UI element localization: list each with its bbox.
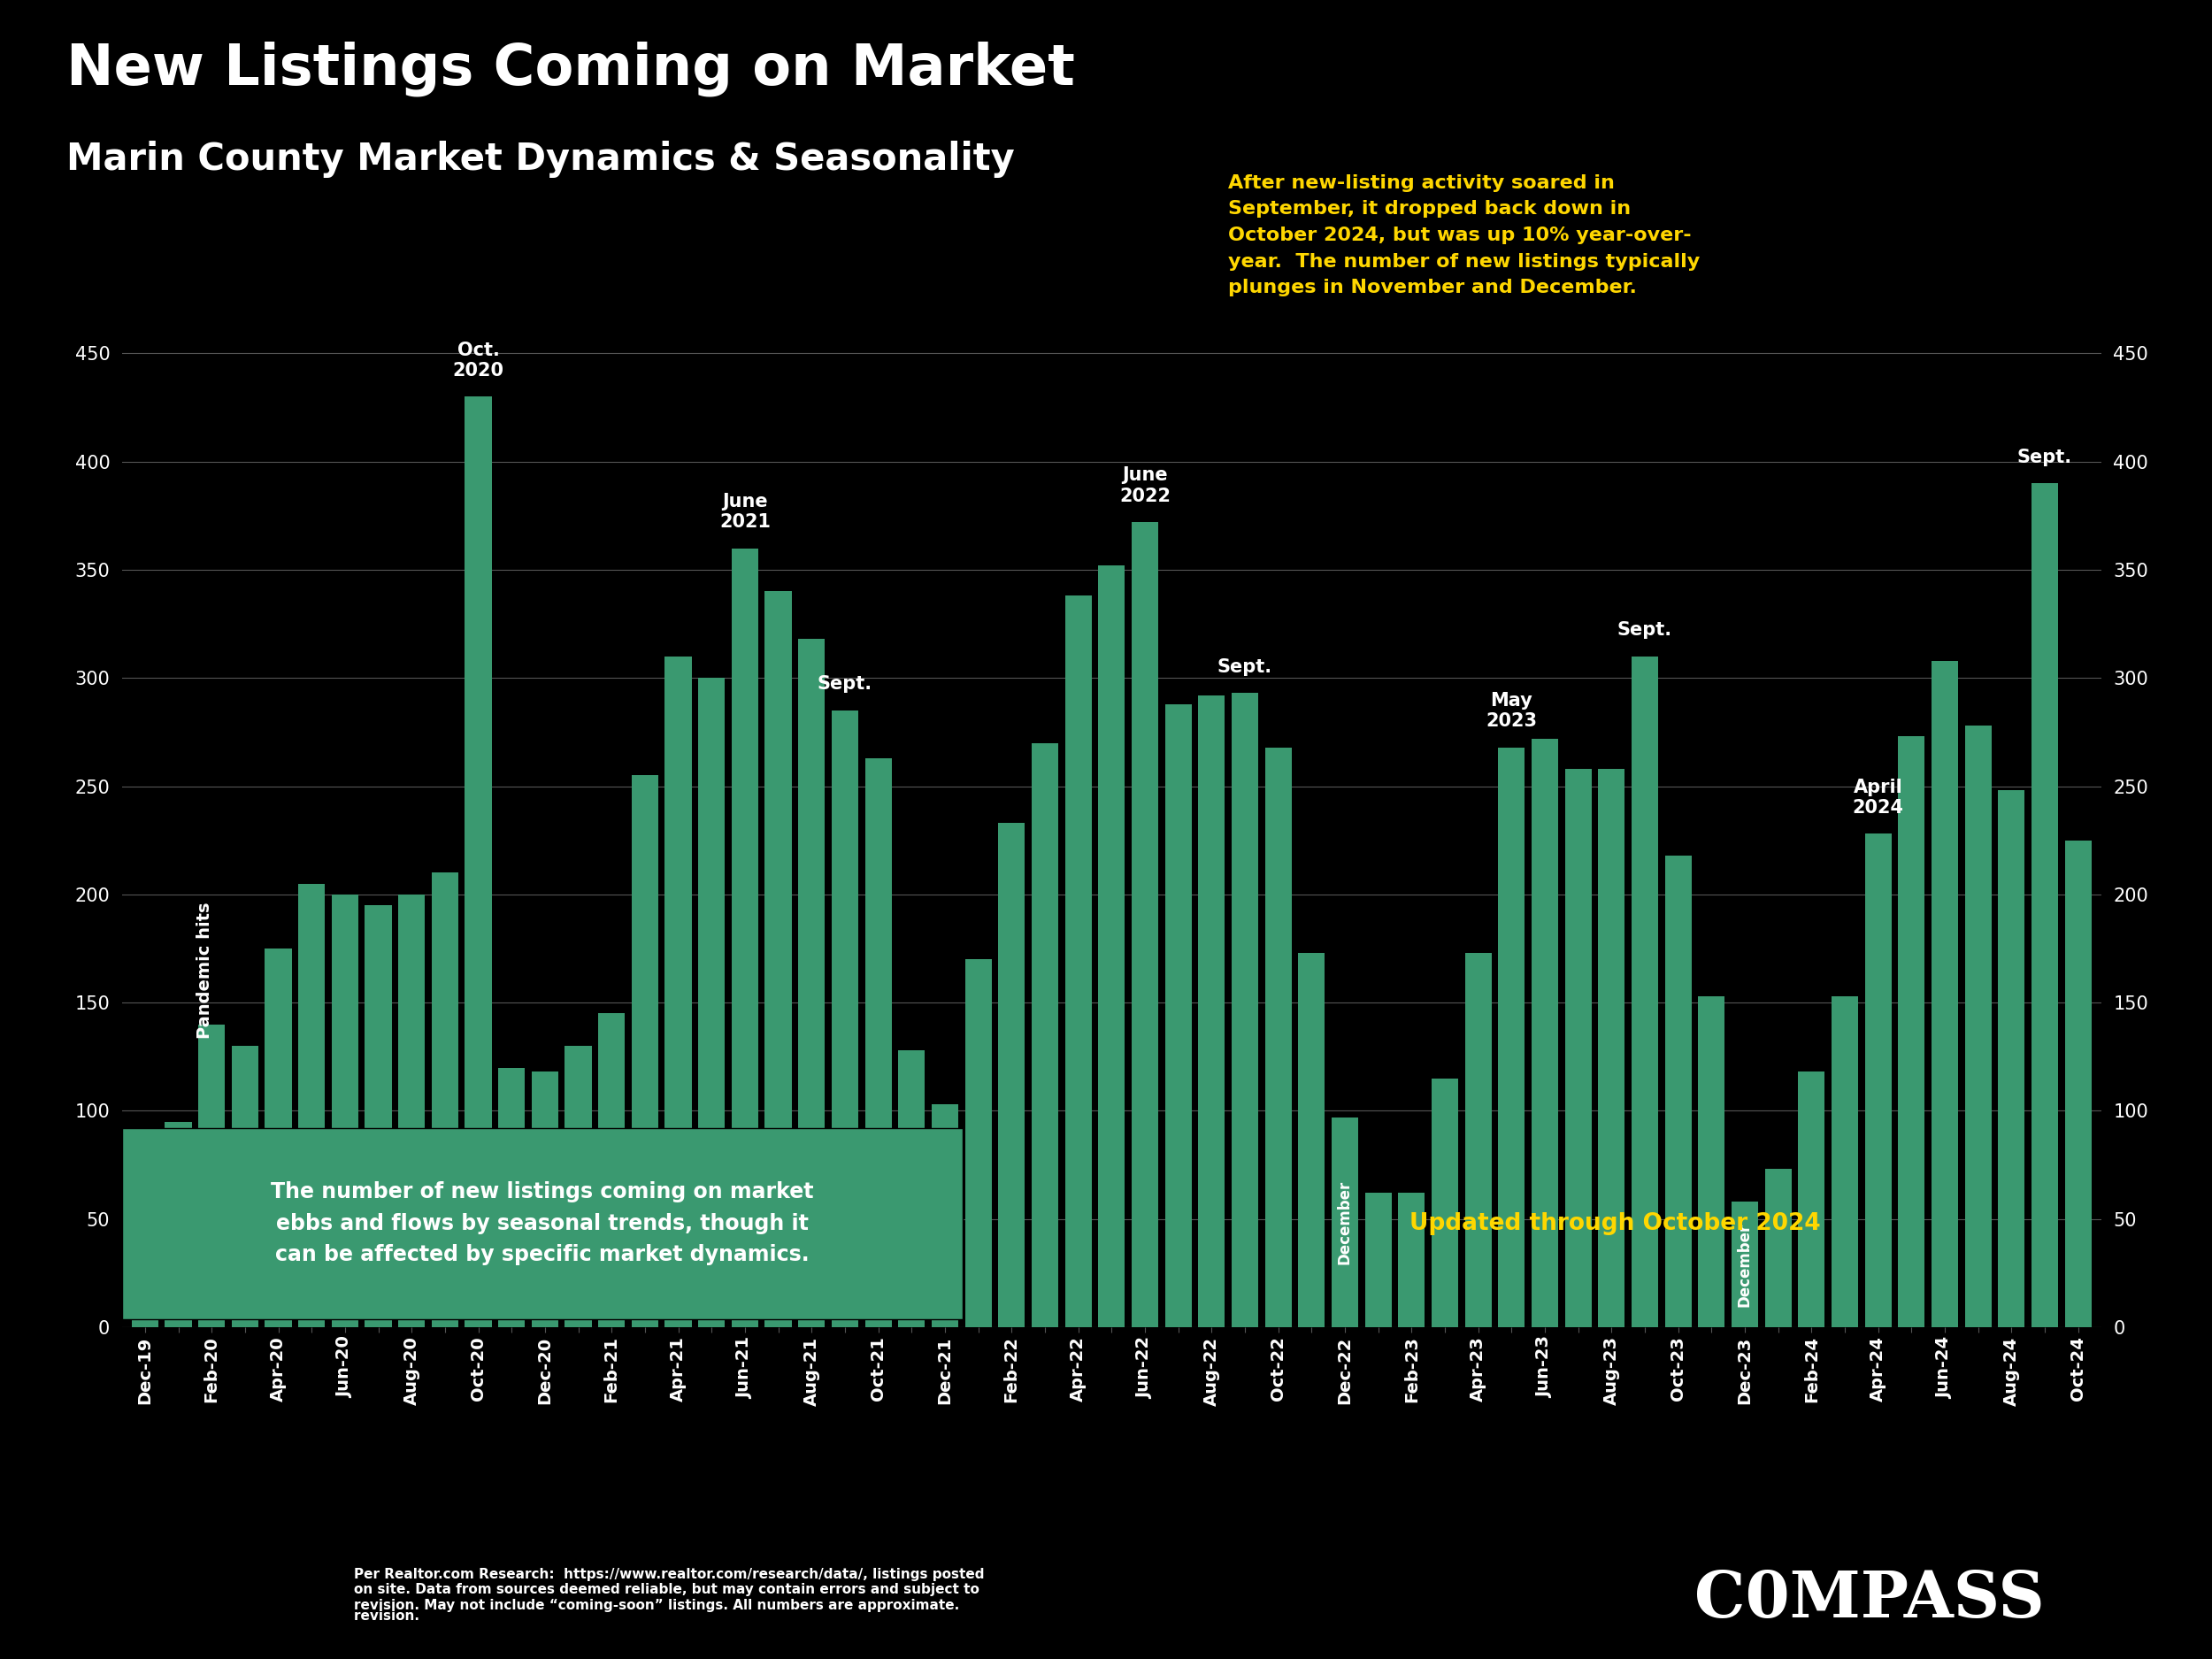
Bar xyxy=(1431,1078,1458,1327)
Bar xyxy=(1332,1117,1358,1327)
Bar xyxy=(898,1050,925,1327)
Bar xyxy=(1699,995,1725,1327)
Text: New Listings Coming on Market: New Listings Coming on Market xyxy=(66,41,1075,96)
Bar xyxy=(1564,768,1590,1327)
Bar xyxy=(498,1067,524,1327)
Text: C0MPASS: C0MPASS xyxy=(1694,1568,2044,1631)
Bar xyxy=(133,1180,159,1327)
Bar xyxy=(633,775,659,1327)
Bar xyxy=(1865,834,1891,1327)
Text: Per Realtor.com Research:  https://www.realtor.com/research/data/, listings post: Per Realtor.com Research: https://www.re… xyxy=(354,1568,984,1613)
Bar xyxy=(431,873,458,1327)
Bar xyxy=(1232,693,1259,1327)
Bar xyxy=(666,657,692,1327)
Text: June
2021: June 2021 xyxy=(719,493,770,531)
Text: Oct.
2020: Oct. 2020 xyxy=(453,342,504,380)
Text: June
2022: June 2022 xyxy=(1119,466,1170,504)
Bar xyxy=(365,906,392,1327)
Bar xyxy=(931,1105,958,1327)
Bar xyxy=(1398,1193,1425,1327)
Bar xyxy=(1265,747,1292,1327)
Bar xyxy=(1097,566,1126,1327)
Bar xyxy=(1964,725,1991,1327)
Bar xyxy=(832,710,858,1327)
Bar xyxy=(1199,695,1225,1327)
Text: revision.: revision. xyxy=(354,1609,425,1623)
Bar xyxy=(1666,856,1692,1327)
Text: December: December xyxy=(1736,1223,1752,1307)
Text: Pandemic hits: Pandemic hits xyxy=(197,902,212,1039)
Text: Sept.: Sept. xyxy=(1617,622,1672,639)
Bar xyxy=(1166,703,1192,1327)
Bar xyxy=(1597,768,1626,1327)
Text: December: December xyxy=(137,1211,153,1296)
Text: December: December xyxy=(538,1158,553,1241)
Bar xyxy=(2031,483,2057,1327)
Bar xyxy=(1498,747,1524,1327)
Text: The number of new listings coming on market
ebbs and flows by seasonal trends, t: The number of new listings coming on mar… xyxy=(270,1181,814,1266)
Text: Sept.: Sept. xyxy=(2017,448,2073,466)
Bar xyxy=(1898,737,1924,1327)
Text: December: December xyxy=(1336,1180,1354,1264)
Bar xyxy=(1064,596,1091,1327)
Bar xyxy=(799,639,825,1327)
Bar xyxy=(166,1121,192,1327)
Bar xyxy=(865,758,891,1327)
Bar xyxy=(531,1072,557,1327)
Bar xyxy=(1997,791,2024,1327)
Bar xyxy=(597,1014,626,1327)
Bar xyxy=(299,884,325,1327)
Bar xyxy=(332,894,358,1327)
Bar xyxy=(1931,660,1958,1327)
Bar xyxy=(265,949,292,1327)
Bar xyxy=(1798,1072,1825,1327)
Bar xyxy=(964,959,991,1327)
Bar xyxy=(1298,952,1325,1327)
Bar xyxy=(765,592,792,1327)
Text: Sept.: Sept. xyxy=(1217,659,1272,675)
Bar xyxy=(564,1045,591,1327)
Text: After new-listing activity soared in
September, it dropped back down in
October : After new-listing activity soared in Sep… xyxy=(1228,174,1699,297)
Text: Updated through October 2024: Updated through October 2024 xyxy=(1409,1213,1820,1234)
Bar xyxy=(1531,738,1557,1327)
Bar xyxy=(398,894,425,1327)
Bar xyxy=(1365,1193,1391,1327)
Bar xyxy=(1464,952,1491,1327)
Bar xyxy=(699,679,726,1327)
Bar xyxy=(732,547,759,1327)
Text: December: December xyxy=(938,1173,953,1258)
Bar xyxy=(1732,1201,1759,1327)
Bar xyxy=(1765,1170,1792,1327)
Bar xyxy=(1632,657,1659,1327)
Text: May
2023: May 2023 xyxy=(1486,692,1537,730)
Bar xyxy=(1031,743,1057,1327)
Text: Marin County Market Dynamics & Seasonality: Marin County Market Dynamics & Seasonali… xyxy=(66,141,1015,178)
Bar xyxy=(199,1024,226,1327)
Bar xyxy=(465,397,491,1327)
Text: April
2024: April 2024 xyxy=(1851,778,1905,816)
Bar xyxy=(2064,841,2090,1327)
Bar xyxy=(998,823,1024,1327)
Bar xyxy=(1133,523,1159,1327)
Bar xyxy=(232,1045,259,1327)
Bar xyxy=(1832,995,1858,1327)
Text: Sept.: Sept. xyxy=(818,675,872,693)
